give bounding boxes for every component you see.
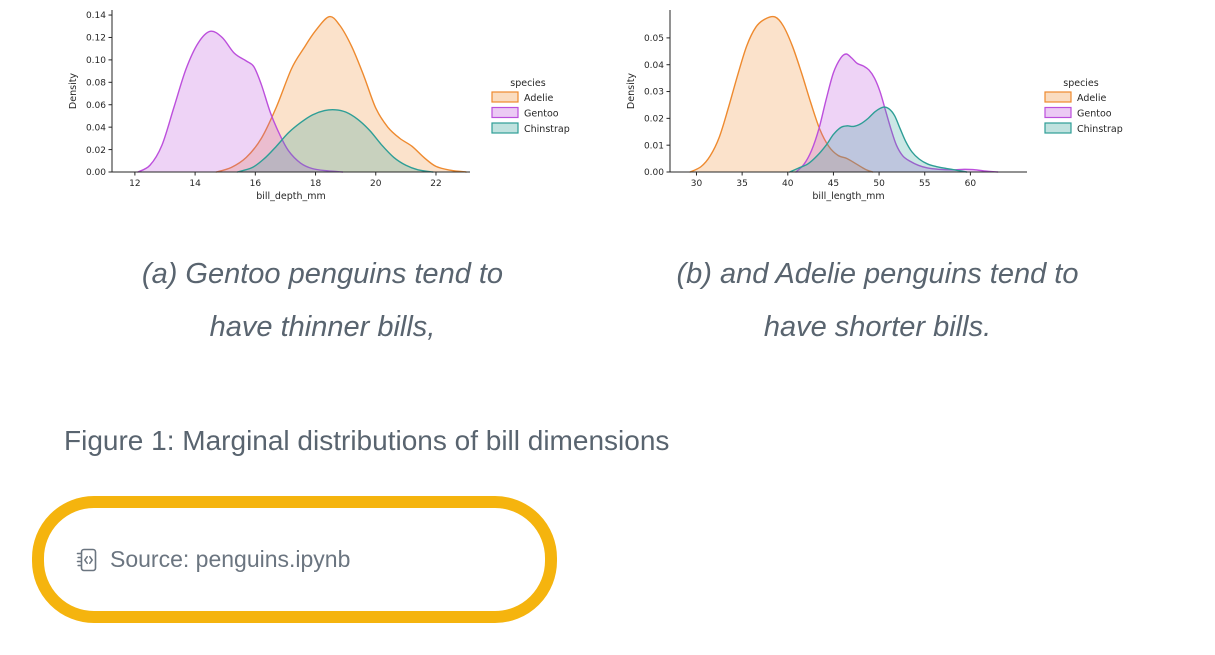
source-link[interactable]: Source: penguins.ipynb xyxy=(74,546,350,573)
legend-swatch-adelie xyxy=(1044,91,1072,103)
y-axis-label: Density xyxy=(68,73,79,109)
legend-title: species xyxy=(1063,78,1099,89)
x-axis-label: bill_length_mm xyxy=(812,191,884,202)
y-tick-label: 0.02 xyxy=(644,115,664,125)
kde-area-gentoo xyxy=(137,31,343,173)
y-axis-label: Density xyxy=(626,73,637,109)
kde-curve-adelie xyxy=(215,15,467,173)
subcaption-b-line2: have shorter bills. xyxy=(763,311,992,343)
x-axis-label: bill_depth_mm xyxy=(256,191,326,202)
legend-swatch-adelie xyxy=(491,91,519,103)
y-tick-label: 0.14 xyxy=(86,11,106,21)
y-tick-label: 0.08 xyxy=(86,79,106,89)
kde-area-chinstrap xyxy=(237,109,433,172)
legend-title: species xyxy=(510,78,546,89)
kde-chart-bill-length: 30 35 40 45 50 55 60 0.00 0.01 0.02 0.03 0.04 0.05 bi… xyxy=(626,10,1123,202)
y-tick-label: 0.00 xyxy=(86,168,106,178)
legend-label-adelie: Adelie xyxy=(524,93,553,104)
y-tick-label: 0.05 xyxy=(644,34,664,44)
kde-area-chinstrap xyxy=(789,106,967,172)
x-tick-label: 35 xyxy=(736,179,747,189)
x-tick-label: 14 xyxy=(189,179,201,189)
kde-area-gentoo xyxy=(796,53,998,172)
y-tick-label: 0.03 xyxy=(644,88,664,98)
x-tick-label: 20 xyxy=(370,179,382,189)
subcaption-a-line1: (a) Gentoo penguins tend to xyxy=(141,258,504,290)
y-tick-label: 0.12 xyxy=(86,34,106,44)
subcaption-b: (b) and Adelie penguins tend to have sho… xyxy=(615,248,1140,354)
source-link-label: Source: penguins.ipynb xyxy=(110,546,351,572)
y-tick-label: 0.04 xyxy=(644,61,664,71)
y-tick-label: 0.00 xyxy=(644,168,664,178)
x-tick-label: 12 xyxy=(129,179,140,189)
subcaption-a-line2: have thinner bills, xyxy=(209,311,436,343)
legend-swatch-chinstrap xyxy=(491,122,519,134)
legend-swatch-gentoo xyxy=(491,106,519,119)
y-tick-label: 0.01 xyxy=(644,141,664,151)
x-tick-label: 50 xyxy=(873,179,885,189)
kde-curve-chinstrap xyxy=(236,108,434,173)
y-tick-label: 0.02 xyxy=(86,146,106,156)
legend-label-chinstrap: Chinstrap xyxy=(524,124,570,135)
x-tick-label: 22 xyxy=(430,179,441,189)
kde-curve-gentoo xyxy=(137,30,344,173)
x-tick-label: 18 xyxy=(310,179,322,189)
legend-swatch-chinstrap xyxy=(1044,122,1072,134)
figure-caption: Figure 1: Marginal distributions of bill… xyxy=(64,425,670,456)
x-tick-label: 45 xyxy=(828,179,839,189)
subcaption-a: (a) Gentoo penguins tend to have thinner… xyxy=(60,248,585,354)
x-tick-label: 30 xyxy=(691,179,703,189)
y-tick-label: 0.10 xyxy=(86,56,106,66)
x-tick-label: 55 xyxy=(919,179,930,189)
kde-area-adelie xyxy=(690,16,873,173)
legend-label-gentoo: Gentoo xyxy=(524,109,559,120)
y-tick-label: 0.06 xyxy=(86,101,106,111)
legend-label-chinstrap: Chinstrap xyxy=(1077,124,1123,135)
legend-label-gentoo: Gentoo xyxy=(1077,109,1112,120)
subcaption-b-line1: (b) and Adelie penguins tend to xyxy=(676,258,1079,290)
x-tick-label: 40 xyxy=(782,179,794,189)
kde-chart-bill-depth: 12 14 16 18 20 22 0.00 0.02 0.04 0.06 0.08 0.10 0.12… xyxy=(68,10,570,202)
y-tick-label: 0.04 xyxy=(86,123,106,133)
kde-curve-gentoo xyxy=(795,53,999,173)
x-tick-label: 60 xyxy=(965,179,977,189)
x-tick-label: 16 xyxy=(250,179,262,189)
notebook-code-icon xyxy=(74,547,100,573)
legend-label-adelie: Adelie xyxy=(1077,93,1106,104)
highlight-annotation-ring: Source: penguins.ipynb xyxy=(32,496,557,623)
legend-swatch-gentoo xyxy=(1044,106,1072,119)
kde-curve-chinstrap xyxy=(788,106,968,173)
kde-curve-adelie xyxy=(689,15,874,173)
